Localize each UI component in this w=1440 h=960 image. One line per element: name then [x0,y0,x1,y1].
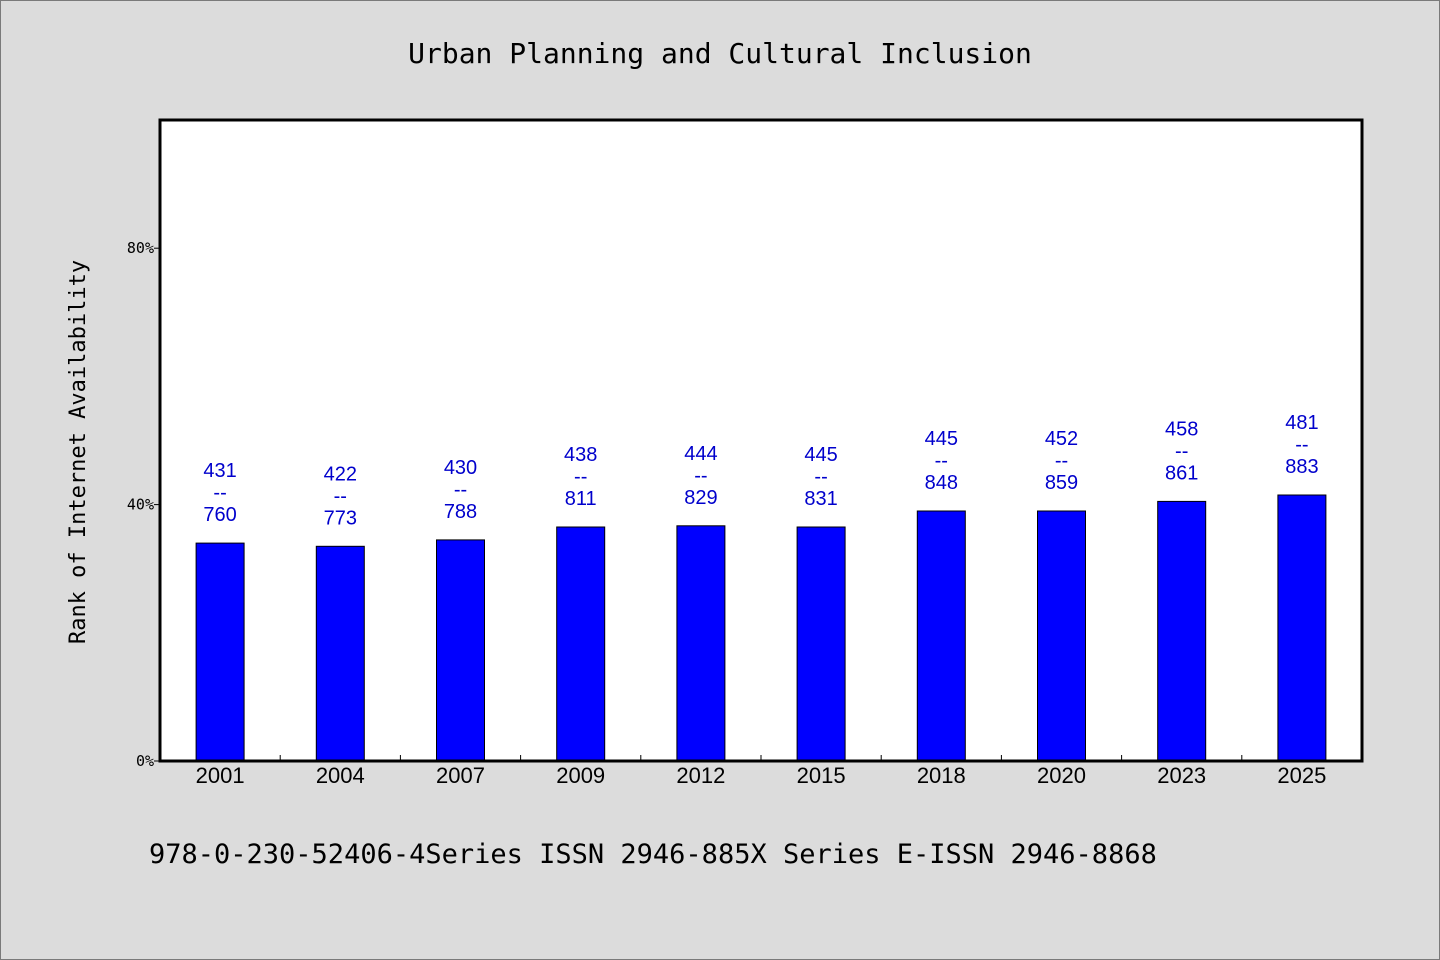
value-label-2025: 481 --883 [1285,412,1318,478]
bar-2007 [436,539,485,762]
value-label-2007: 430 --788 [444,457,477,523]
plot-frame [158,118,1364,763]
value-label-2009: 438 --811 [564,444,597,510]
bar-2018 [916,510,966,762]
bar-2023 [1157,500,1207,762]
value-label-2020: 452 --859 [1045,428,1078,494]
bar-2009 [556,526,606,762]
bar-2025 [1277,494,1327,762]
value-label-2004: 422 --773 [324,463,357,529]
x-tick-label-2023: 2023 [1157,763,1206,788]
x-axis-ticks: 2001 2004 2007 2009 2012 2015 2018 2020 2023 2025 [196,755,1326,788]
value-label-2018: 445 --848 [925,428,958,494]
bar-2020 [1037,510,1086,762]
x-tick-label-2018: 2018 [917,763,966,788]
y-tick-label-40: 40% [127,496,154,514]
value-label-2001: 431 --760 [203,460,236,526]
chart-title: Urban Planning and Cultural Inclusion [408,37,1032,70]
y-tick-label-0: 0% [136,752,154,770]
bar-2012 [676,525,726,762]
bar-2004 [315,545,365,762]
value-labels-group: 431 --760 422 --773 430 --788 438 --811 444 --829… [203,412,1318,529]
x-tick-label-2025: 2025 [1277,763,1326,788]
y-tick-label-80: 80% [127,239,154,257]
bars-group [195,494,1327,762]
x-tick-label-2007: 2007 [436,763,485,788]
value-label-2023: 458 --861 [1165,418,1198,484]
bar-2015 [796,526,846,762]
y-axis-label: Rank of Internet Availability [66,260,91,644]
value-label-2012: 444 --829 [684,443,717,509]
bar-2001 [195,542,245,762]
x-tick-label-2009: 2009 [556,763,605,788]
x-tick-label-2001: 2001 [196,763,245,788]
value-label-2015: 445 --831 [804,444,837,510]
x-tick-label-2004: 2004 [316,763,365,788]
x-tick-label-2020: 2020 [1037,763,1086,788]
y-axis-ticks: 0% 40% 80% [127,239,160,770]
x-tick-label-2012: 2012 [676,763,725,788]
footer-isbn-issn: 978-0-230-52406-4Series ISSN 2946-885X S… [149,839,1157,870]
x-tick-label-2015: 2015 [797,763,846,788]
